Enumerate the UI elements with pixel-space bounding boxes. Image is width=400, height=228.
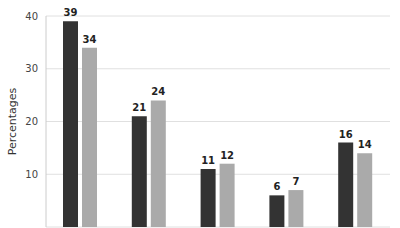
svg-text:Percentages: Percentages xyxy=(8,87,19,155)
svg-text:12: 12 xyxy=(220,150,234,161)
svg-text:34: 34 xyxy=(83,34,97,45)
svg-text:16: 16 xyxy=(339,129,353,140)
svg-text:20: 20 xyxy=(25,116,38,127)
svg-text:7: 7 xyxy=(292,176,299,187)
svg-text:10: 10 xyxy=(25,169,38,180)
svg-text:6: 6 xyxy=(273,181,280,192)
svg-text:14: 14 xyxy=(358,139,372,150)
svg-text:40: 40 xyxy=(25,11,38,22)
svg-text:24: 24 xyxy=(151,86,165,97)
svg-text:30: 30 xyxy=(25,63,38,74)
svg-text:39: 39 xyxy=(64,7,78,18)
svg-text:11: 11 xyxy=(201,155,215,166)
svg-text:21: 21 xyxy=(132,102,146,113)
